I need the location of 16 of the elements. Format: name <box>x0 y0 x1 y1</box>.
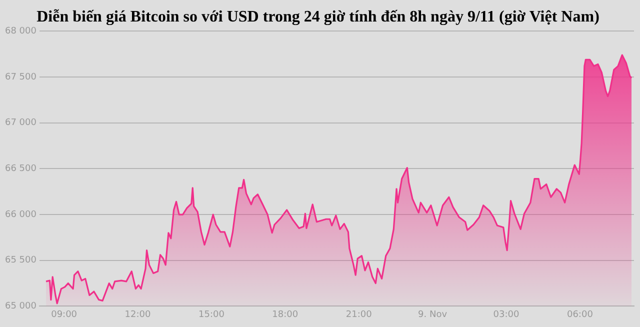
x-tick-label: 12:00 <box>124 310 151 320</box>
y-tick-label: 66 500 <box>4 164 37 174</box>
y-tick-label: 67 500 <box>4 72 37 82</box>
y-tick-label: 67 000 <box>4 118 37 128</box>
x-tick-label: 15:00 <box>198 310 225 320</box>
x-tick-label: 21:00 <box>346 310 372 320</box>
x-tick-label: 03:00 <box>493 310 520 320</box>
x-tick-label: 18:00 <box>272 310 298 320</box>
y-tick-label: 65 500 <box>4 256 37 266</box>
x-tick-label: 9. Nov <box>418 310 448 320</box>
y-tick-label: 68 000 <box>4 26 37 37</box>
y-tick-label: 65 000 <box>4 302 37 312</box>
x-tick-label: 06:00 <box>566 310 594 320</box>
chart-title: Diễn biến giá Bitcoin so với USD trong 24 giờ tính đến 8h ngày 9/11 (giờ Việt Nam) <box>36 8 600 26</box>
x-tick-label: 09:00 <box>51 310 78 320</box>
y-tick-label: 66 000 <box>4 210 37 220</box>
